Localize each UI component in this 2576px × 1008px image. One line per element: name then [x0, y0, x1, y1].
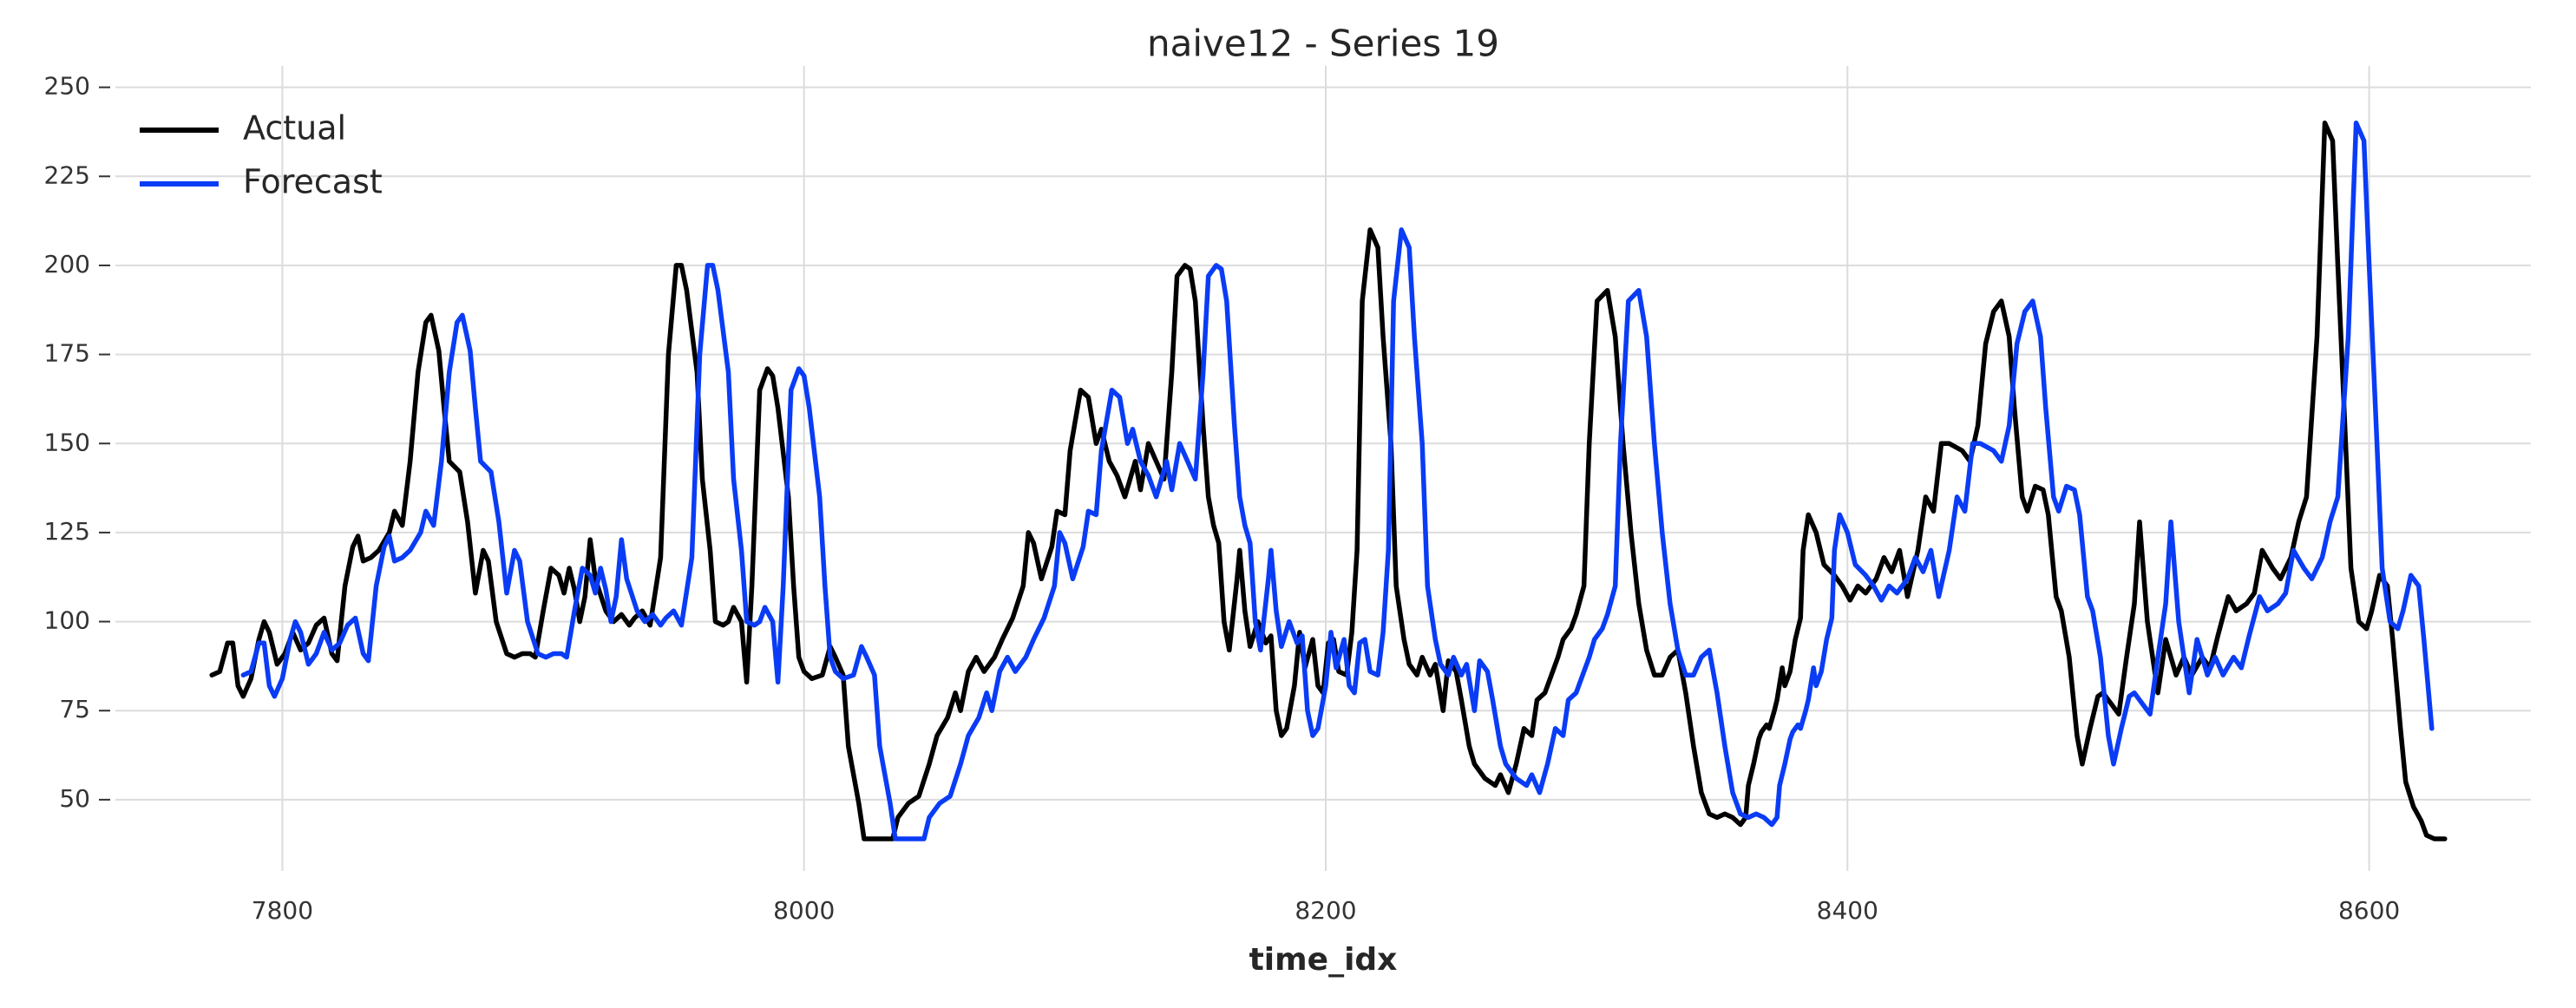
series-line — [240, 120, 2435, 841]
y-tick-label: 250 — [44, 72, 90, 101]
y-tick-label: 150 — [44, 428, 90, 456]
x-axis-label: time_idx — [1249, 942, 1398, 978]
y-tick-label: 50 — [59, 784, 90, 813]
x-tick-label: 8000 — [773, 896, 835, 925]
legend-label: Actual — [243, 109, 346, 147]
y-tick-label: 75 — [59, 695, 90, 723]
y-tick-label: 125 — [44, 517, 90, 546]
y-tick-label: 100 — [44, 606, 90, 635]
series-line — [209, 120, 2448, 841]
legend-label: Forecast — [243, 163, 383, 201]
x-tick-label: 8600 — [2338, 896, 2400, 925]
x-tick-label: 7800 — [252, 896, 313, 925]
chart-title: naive12 - Series 19 — [1147, 23, 1499, 65]
y-tick-label: 200 — [44, 250, 90, 278]
x-tick-label: 8400 — [1817, 896, 1878, 925]
x-tick-label: 8200 — [1295, 896, 1356, 925]
y-tick-label: 175 — [44, 339, 90, 368]
y-tick-label: 225 — [44, 160, 90, 189]
